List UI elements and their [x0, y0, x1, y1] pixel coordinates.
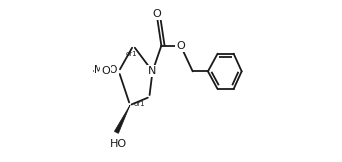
- Text: O: O: [176, 41, 185, 51]
- Text: O: O: [152, 9, 161, 18]
- Text: or1: or1: [125, 52, 137, 58]
- Polygon shape: [114, 105, 130, 133]
- Text: N: N: [148, 66, 157, 76]
- Text: O: O: [102, 66, 110, 76]
- Text: MeO: MeO: [94, 65, 118, 75]
- Text: HO: HO: [109, 139, 127, 149]
- Text: or1: or1: [134, 101, 146, 107]
